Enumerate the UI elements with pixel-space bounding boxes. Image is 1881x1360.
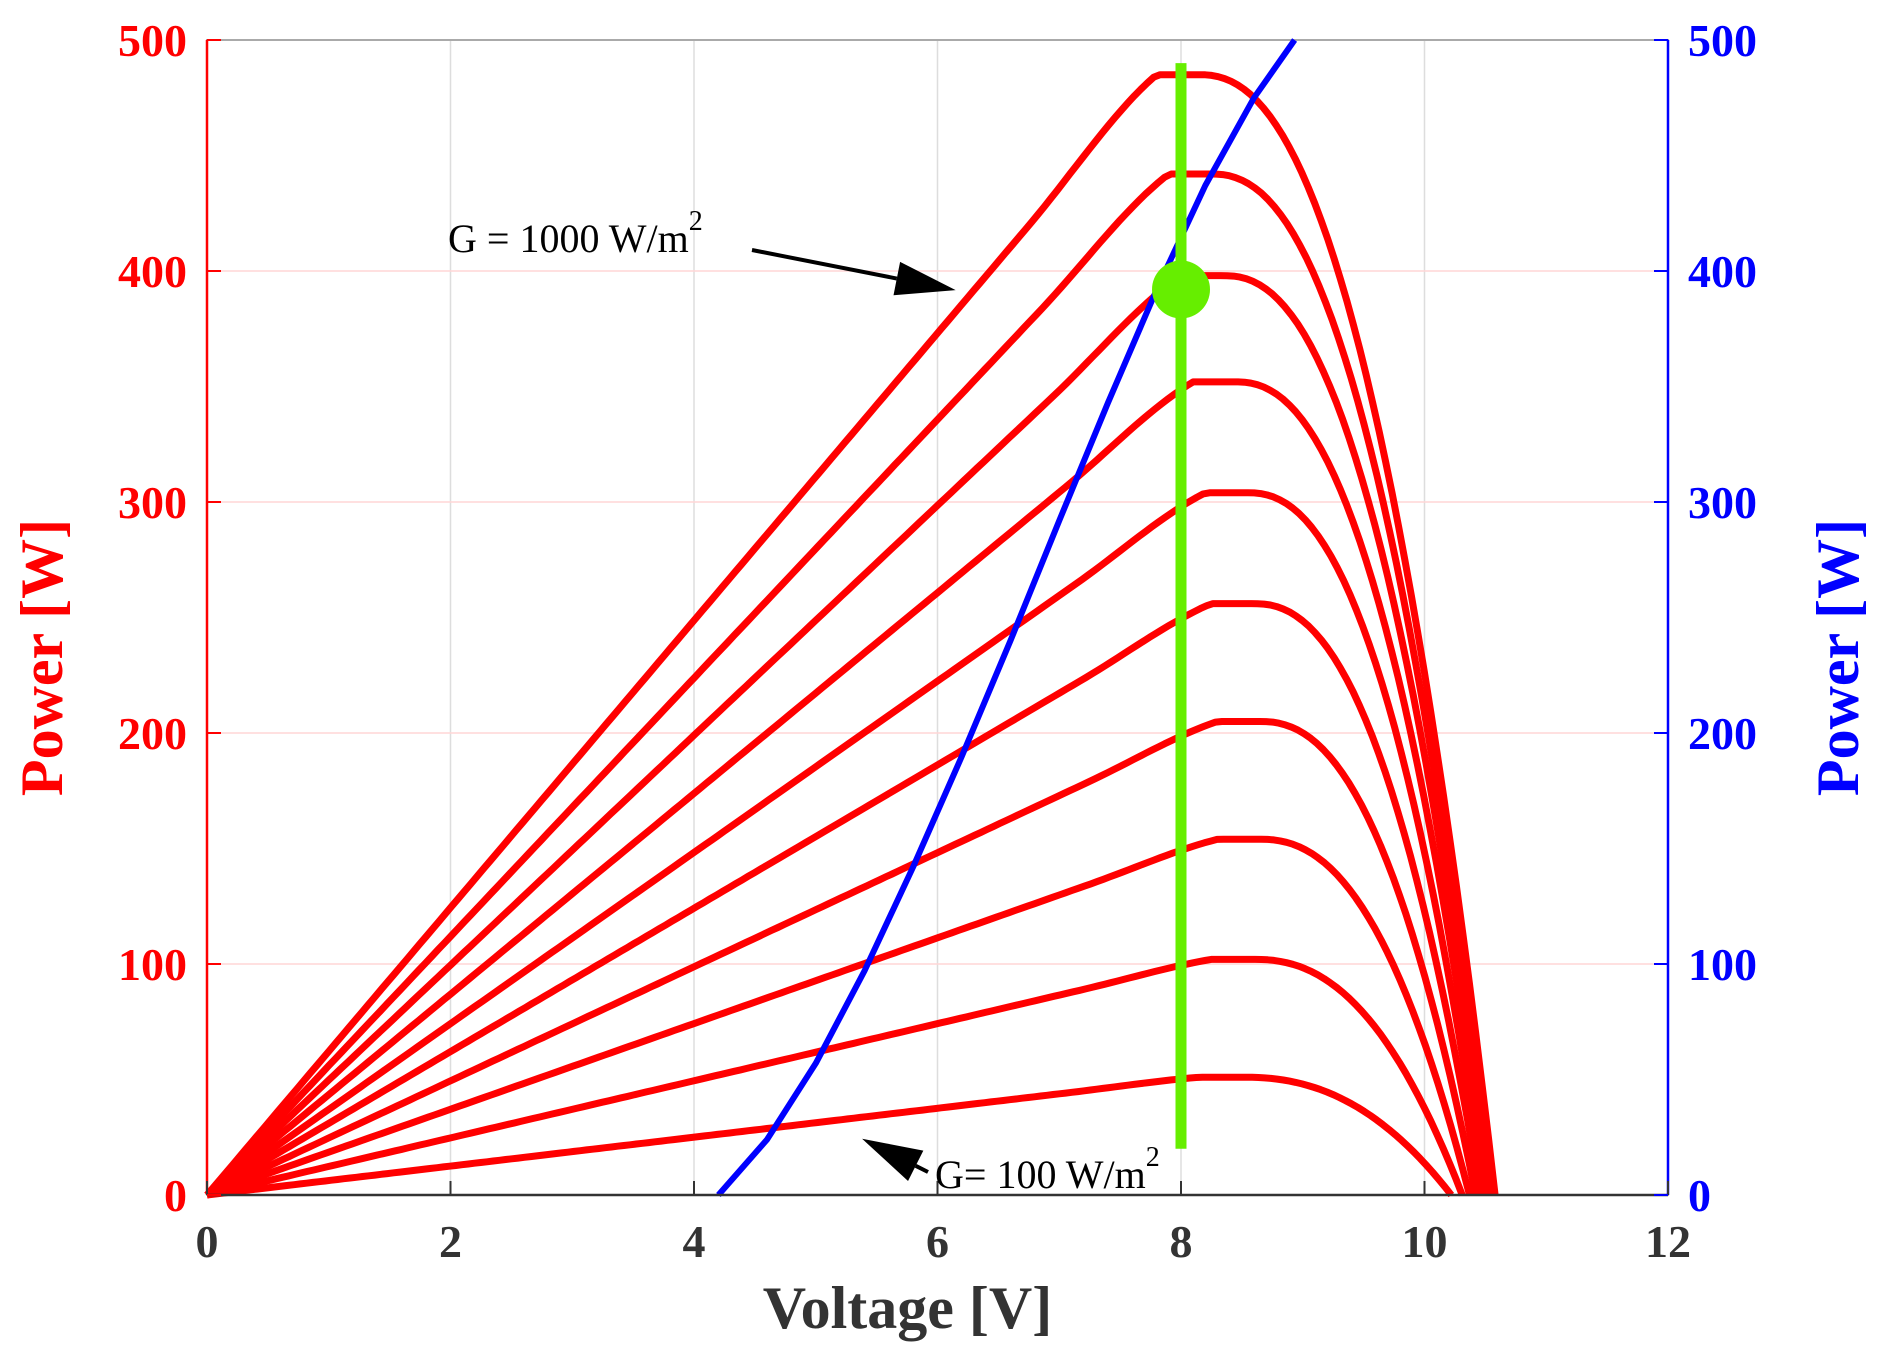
left-y-tick-label: 400: [118, 246, 187, 297]
pv-curve-100: [206, 1073, 1455, 1199]
annotation-g-1000-arrow-shaft: [751, 248, 898, 281]
annotation-g-1000: G = 1000 W/m2: [448, 206, 703, 261]
right-y-tick-label: 300: [1688, 477, 1757, 528]
left-y-tick-label: 200: [118, 708, 187, 759]
operating-point-marker: [1152, 260, 1210, 319]
right-y-tick-label: 400: [1688, 246, 1757, 297]
left-y-tick-label: 0: [164, 1170, 187, 1221]
x-tick-label: 0: [196, 1216, 219, 1267]
pv-curve-400: [205, 718, 1480, 1199]
annotation-g-1000-arrow-head: [893, 261, 956, 296]
x-tick-label: 12: [1645, 1216, 1691, 1267]
right-y-axis-title: Power [W]: [1805, 519, 1871, 796]
annotations-layer: [751, 248, 956, 1181]
annotation-g-100-label: G= 100 W/m2: [935, 1142, 1160, 1197]
left-y-tick-label: 100: [118, 939, 187, 990]
x-tick-label: 4: [683, 1216, 706, 1267]
pv-curve-600: [204, 489, 1488, 1198]
pv-curve-900: [204, 170, 1497, 1198]
left-y-tick-label: 300: [118, 477, 187, 528]
x-tick-label: 8: [1170, 1216, 1193, 1267]
x-tick-label: 2: [439, 1216, 462, 1267]
left-y-tick-label: 500: [118, 15, 187, 66]
pv-curve-800: [204, 272, 1494, 1198]
curves-layer: [204, 38, 1499, 1199]
pv-curve-200: [206, 955, 1466, 1199]
right-y-tick-label: 100: [1688, 939, 1757, 990]
annotation-g-100-arrow-shaft: [914, 1164, 929, 1174]
annotation-g-100-arrow-head: [862, 1138, 924, 1181]
right-y-tick-label: 0: [1688, 1170, 1711, 1221]
x-tick-label: 10: [1402, 1216, 1448, 1267]
annotation-g-100-arrow: [862, 1138, 929, 1181]
annotation-g-100: G= 100 W/m2: [935, 1142, 1160, 1197]
left-y-axis-title: Power [W]: [9, 519, 75, 796]
load-curve: [716, 38, 1298, 1197]
right-y-tick-label: 500: [1688, 15, 1757, 66]
pv-curve-700: [204, 378, 1492, 1198]
annotation-g-1000-arrow: [751, 248, 956, 296]
right-y-tick-label: 200: [1688, 708, 1757, 759]
annotation-g-1000-label: G = 1000 W/m2: [448, 206, 703, 261]
x-tick-label: 6: [926, 1216, 949, 1267]
pv-curve-300: [205, 835, 1473, 1199]
pv-curve-500: [205, 600, 1484, 1199]
ticks-layer: 0 2 4 6 8 10 120100200300400500010020030040050…: [118, 15, 1757, 1267]
pv-curve-1000: [204, 71, 1499, 1198]
x-axis-title: Voltage [V]: [763, 1275, 1052, 1341]
